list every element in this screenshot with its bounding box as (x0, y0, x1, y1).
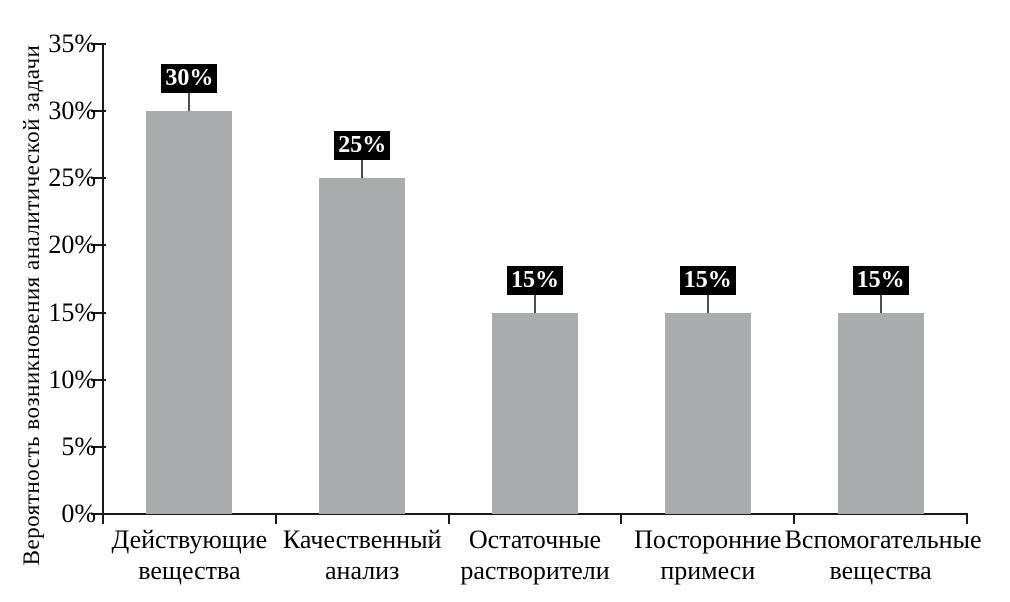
y-tick-label: 10% (48, 364, 96, 394)
y-axis-tick (91, 42, 106, 45)
y-axis-tick (91, 445, 106, 448)
y-tick-label: 20% (48, 230, 96, 260)
x-axis-tick (274, 514, 277, 524)
value-label-connector (361, 160, 364, 179)
category-label: Действующие вещества (111, 525, 268, 585)
y-axis-tick (91, 110, 106, 113)
value-label-connector (879, 294, 882, 313)
x-axis-line (102, 513, 968, 515)
y-axis-tick (91, 513, 106, 515)
y-axis-tick (91, 244, 106, 247)
value-label: 15% (507, 265, 563, 295)
y-tick-label: 0% (61, 499, 96, 528)
category-label: Качественный анализ (282, 525, 442, 585)
value-label: 15% (852, 265, 909, 295)
y-axis-tick (91, 378, 106, 381)
y-tick-label: 35% (48, 28, 96, 58)
x-axis-tick (102, 514, 104, 524)
y-axis-tick (91, 311, 106, 314)
bar (319, 178, 406, 514)
category-label: Вспомогательные вещества (784, 525, 982, 585)
value-label-connector (706, 294, 709, 313)
y-tick-label: 15% (48, 297, 96, 327)
value-label: 15% (679, 265, 736, 295)
x-axis-tick (793, 514, 796, 524)
x-axis-tick (620, 514, 623, 524)
category-label: Посторонние примеси (634, 525, 782, 585)
bar (837, 312, 924, 514)
bar (146, 111, 233, 514)
y-axis-line (102, 42, 104, 515)
value-label-connector (188, 93, 191, 112)
value-label: 25% (334, 131, 391, 161)
value-label: 30% (161, 64, 218, 94)
y-tick-label: 30% (48, 96, 96, 126)
y-tick-label: 5% (61, 431, 96, 461)
bar (492, 312, 578, 514)
category-label: Остаточные растворители (460, 525, 610, 585)
y-axis-tick (91, 177, 106, 180)
value-label-connector (534, 294, 536, 313)
x-axis-tick (447, 514, 450, 524)
x-axis-tick (966, 514, 968, 524)
y-tick-label: 25% (48, 163, 96, 193)
bar (664, 312, 751, 514)
